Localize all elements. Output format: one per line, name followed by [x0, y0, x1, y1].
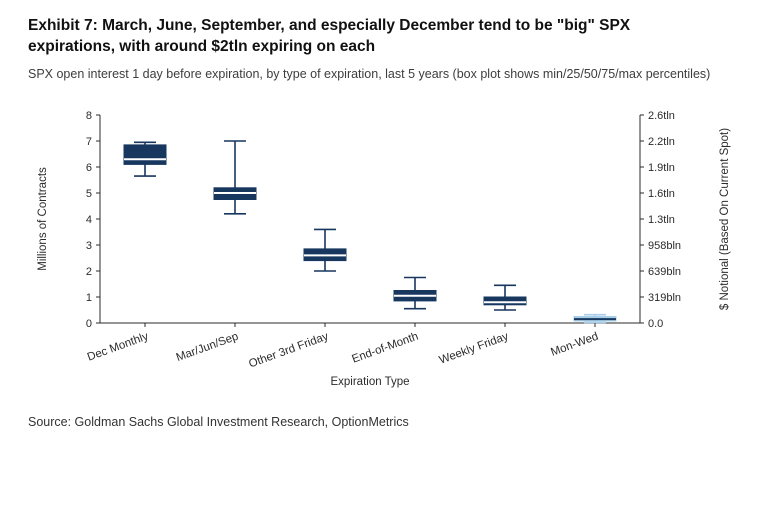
left-tick-label: 2: [86, 266, 92, 278]
left-tick-label: 0: [86, 318, 92, 330]
source-note: Source: Goldman Sachs Global Investment …: [28, 414, 409, 429]
exhibit-subtitle: SPX open interest 1 day before expiratio…: [28, 66, 711, 81]
right-tick-label: 2.6tln: [648, 110, 675, 122]
exhibit-title: Exhibit 7: March, June, September, and e…: [28, 17, 631, 55]
right-tick-label: 1.9tln: [648, 162, 675, 174]
box: [483, 296, 527, 306]
left-tick-label: 3: [86, 240, 92, 252]
boxplot-chart: 0 0.0 1 319bln 2 639bln 3 958bln 4 1.3tln 5 1.6tln 6…: [28, 99, 768, 399]
right-tick-label: 319bln: [648, 292, 681, 304]
x-tick-label: Other 3rd Friday: [247, 330, 330, 370]
y-axis-title-left: Millions of Contracts: [37, 167, 49, 271]
left-tick-label: 4: [86, 214, 92, 226]
x-tick-label: Mon-Wed: [549, 331, 600, 359]
x-tick-label: Dec Monthly: [86, 330, 150, 363]
x-tick-label: End-of-Month: [350, 331, 420, 366]
x-tick-label: Mar/Jun/Sep: [175, 331, 240, 365]
left-tick-label: 5: [86, 188, 92, 200]
left-tick-label: 8: [86, 110, 92, 122]
exhibit-header: Exhibit 7: March, June, September, and e…: [28, 16, 768, 83]
left-tick-label: 1: [86, 292, 92, 304]
exhibit-footer: Source: Goldman Sachs Global Investment …: [28, 415, 768, 429]
right-tick-label: 2.2tln: [648, 136, 675, 148]
x-axis-title: Expiration Type: [330, 376, 409, 388]
right-tick-label: 639bln: [648, 266, 681, 278]
right-tick-label: 0.0: [648, 318, 663, 330]
right-tick-label: 1.6tln: [648, 188, 675, 200]
boxplot-svg: 0 0.0 1 319bln 2 639bln 3 958bln 4 1.3tln 5 1.6tln 6…: [37, 110, 731, 388]
left-tick-label: 7: [86, 136, 92, 148]
right-tick-label: 1.3tln: [648, 214, 675, 226]
box: [123, 144, 167, 165]
right-tick-label: 958bln: [648, 240, 681, 252]
x-tick-label: Weekly Friday: [438, 330, 511, 366]
y-axis-title-right: $ Notional (Based On Current Spot): [719, 128, 731, 310]
left-tick-label: 6: [86, 162, 92, 174]
